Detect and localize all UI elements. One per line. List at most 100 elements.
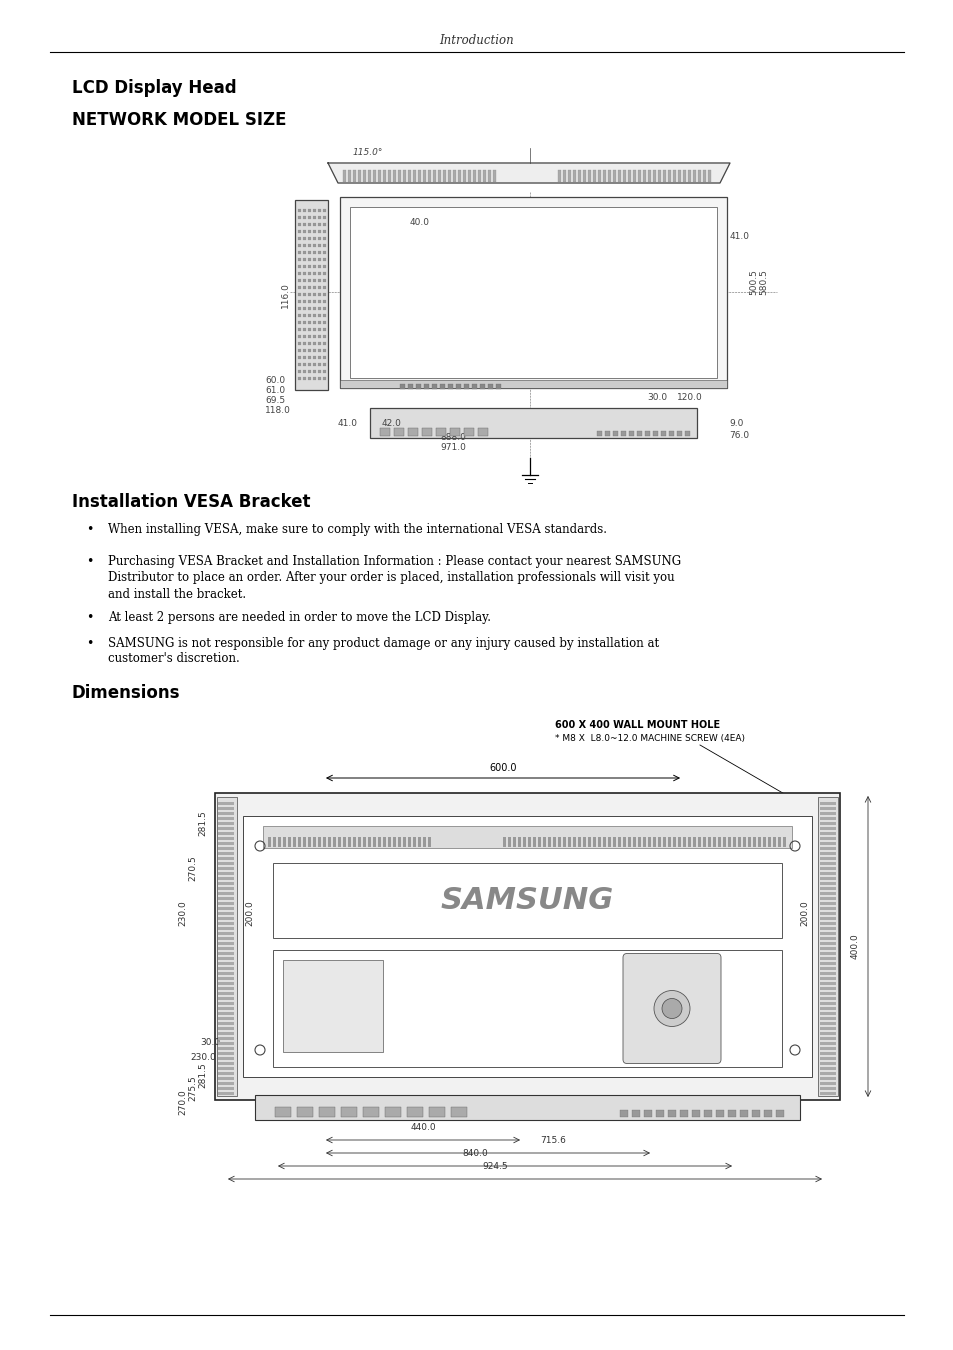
Bar: [318, 1107, 335, 1116]
Bar: [618, 170, 620, 182]
Bar: [297, 265, 301, 269]
Bar: [308, 328, 311, 331]
Bar: [522, 837, 525, 846]
Bar: [652, 170, 656, 182]
Bar: [317, 223, 320, 225]
Text: 440.0: 440.0: [410, 1123, 436, 1133]
Bar: [820, 896, 835, 900]
Bar: [313, 300, 315, 302]
Bar: [687, 170, 690, 182]
Bar: [368, 837, 371, 846]
Bar: [682, 170, 685, 182]
Bar: [308, 370, 311, 373]
Bar: [622, 170, 625, 182]
Bar: [643, 1110, 651, 1116]
Bar: [303, 238, 306, 240]
Text: 600.0: 600.0: [489, 763, 517, 774]
Bar: [439, 383, 444, 389]
Text: 230.0: 230.0: [178, 900, 188, 926]
Bar: [308, 335, 311, 338]
Bar: [820, 872, 835, 875]
Bar: [218, 822, 233, 825]
Bar: [308, 238, 311, 240]
Bar: [488, 170, 491, 182]
Text: 270.5: 270.5: [189, 855, 197, 882]
Bar: [820, 837, 835, 840]
FancyBboxPatch shape: [622, 953, 720, 1064]
Bar: [542, 837, 545, 846]
Bar: [317, 837, 320, 846]
Bar: [308, 293, 311, 296]
Bar: [218, 1072, 233, 1075]
Bar: [297, 370, 301, 373]
Bar: [573, 170, 576, 182]
Bar: [297, 238, 301, 240]
Bar: [317, 238, 320, 240]
Bar: [317, 216, 320, 219]
Bar: [218, 828, 233, 830]
Bar: [738, 837, 740, 846]
Bar: [477, 170, 480, 182]
Bar: [820, 967, 835, 971]
Bar: [218, 957, 233, 960]
Text: •: •: [86, 524, 93, 536]
Bar: [373, 837, 375, 846]
Bar: [308, 216, 311, 219]
Text: 971.0: 971.0: [439, 443, 465, 452]
Bar: [678, 837, 680, 846]
Bar: [820, 1057, 835, 1060]
Bar: [820, 1042, 835, 1045]
Bar: [218, 811, 233, 815]
Bar: [294, 200, 328, 390]
Bar: [416, 383, 420, 389]
Bar: [303, 230, 306, 234]
Bar: [308, 306, 311, 310]
Bar: [644, 431, 649, 436]
Bar: [317, 209, 320, 212]
Bar: [313, 370, 315, 373]
Bar: [647, 837, 650, 846]
Bar: [317, 350, 320, 352]
Bar: [679, 1110, 687, 1116]
Bar: [604, 431, 609, 436]
Bar: [408, 383, 413, 389]
Bar: [297, 279, 301, 282]
Bar: [218, 896, 233, 900]
Bar: [297, 306, 301, 310]
Bar: [313, 286, 315, 289]
Bar: [451, 1107, 467, 1116]
Bar: [613, 170, 616, 182]
Bar: [667, 170, 670, 182]
Bar: [218, 832, 233, 836]
Bar: [297, 209, 301, 212]
Text: 715.6: 715.6: [539, 1135, 565, 1145]
Bar: [408, 837, 411, 846]
Bar: [323, 209, 326, 212]
Bar: [333, 837, 335, 846]
Bar: [547, 837, 551, 846]
Bar: [303, 286, 306, 289]
Bar: [317, 244, 320, 247]
Bar: [317, 300, 320, 302]
Bar: [752, 837, 755, 846]
Bar: [622, 837, 625, 846]
Bar: [323, 837, 326, 846]
Bar: [732, 837, 735, 846]
Bar: [323, 350, 326, 352]
Text: Dimensions: Dimensions: [71, 684, 180, 702]
Bar: [820, 1087, 835, 1089]
Bar: [667, 1110, 676, 1116]
Bar: [218, 942, 233, 945]
Bar: [323, 293, 326, 296]
Bar: [303, 335, 306, 338]
Bar: [323, 306, 326, 310]
Bar: [323, 370, 326, 373]
Text: Distributor to place an order. After your order is placed, installation professi: Distributor to place an order. After you…: [108, 571, 674, 585]
Text: 270.0: 270.0: [178, 1089, 188, 1115]
Bar: [323, 300, 326, 302]
Text: 200.0: 200.0: [800, 900, 809, 926]
Bar: [667, 837, 670, 846]
Bar: [308, 350, 311, 352]
Bar: [297, 216, 301, 219]
Text: 600 X 400 WALL MOUNT HOLE: 600 X 400 WALL MOUNT HOLE: [555, 720, 720, 730]
